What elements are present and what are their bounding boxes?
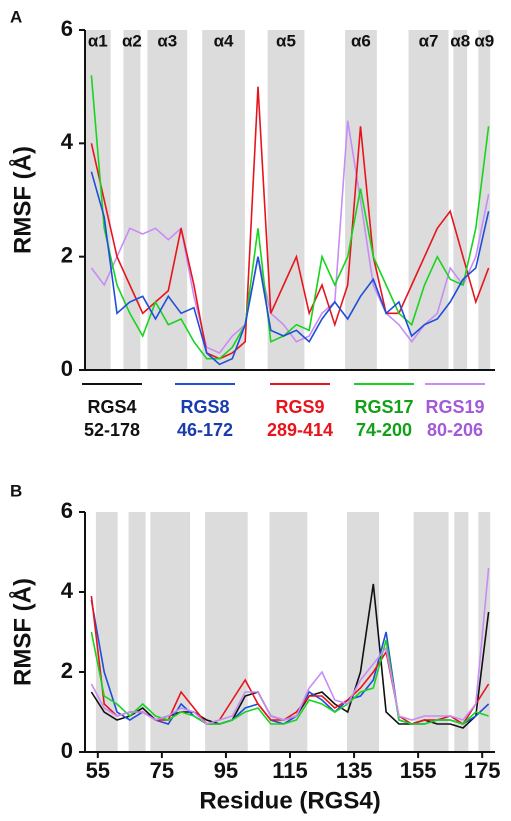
series-line bbox=[90, 171, 490, 366]
legend-range: 46-172 bbox=[177, 420, 233, 440]
legend-range: 289-414 bbox=[267, 420, 333, 440]
helix-region bbox=[202, 30, 245, 370]
legend-name: RGS8 bbox=[180, 397, 229, 417]
legend-name: RGS17 bbox=[354, 397, 413, 417]
y-tick-label: 2 bbox=[61, 242, 73, 267]
helix-region bbox=[454, 512, 469, 752]
helix-label: α4 bbox=[214, 31, 234, 50]
y-tick-label: 6 bbox=[61, 16, 73, 41]
x-tick-label: 135 bbox=[336, 758, 373, 783]
y-tick-label: 2 bbox=[61, 658, 73, 683]
x-tick-label: 75 bbox=[150, 758, 174, 783]
helix-label: α1 bbox=[88, 31, 108, 50]
legend-name: RGS19 bbox=[425, 397, 484, 417]
panel-letter: A bbox=[10, 7, 22, 26]
helix-region bbox=[128, 512, 146, 752]
helix-region bbox=[408, 30, 449, 370]
x-axis-label: Residue (RGS4) bbox=[199, 787, 380, 814]
helix-region bbox=[347, 512, 380, 752]
helix-region bbox=[267, 30, 305, 370]
y-tick-label: 6 bbox=[61, 498, 73, 523]
helix-label: α8 bbox=[450, 31, 470, 50]
series-line bbox=[90, 86, 490, 360]
x-tick-label: 95 bbox=[214, 758, 238, 783]
helix-label: α5 bbox=[276, 31, 296, 50]
helix-region bbox=[85, 30, 111, 370]
y-tick-label: 0 bbox=[61, 356, 73, 381]
helix-region bbox=[269, 512, 308, 752]
y-axis-label: RMSF (Å) bbox=[8, 146, 36, 254]
x-tick-label: 155 bbox=[400, 758, 437, 783]
x-tick-label: 55 bbox=[86, 758, 110, 783]
helix-region bbox=[123, 30, 141, 370]
helix-label: α3 bbox=[157, 31, 177, 50]
helix-label: α7 bbox=[419, 31, 439, 50]
series-line bbox=[90, 567, 490, 725]
y-axis-label: RMSF (Å) bbox=[8, 578, 36, 686]
y-tick-label: 4 bbox=[61, 129, 74, 154]
helix-region bbox=[453, 30, 468, 370]
series-line bbox=[90, 75, 490, 360]
legend-range: 80-206 bbox=[427, 420, 483, 440]
legend-range: 74-200 bbox=[356, 420, 412, 440]
helix-region bbox=[478, 30, 491, 370]
helix-label: α6 bbox=[351, 31, 371, 50]
helix-region bbox=[478, 512, 491, 752]
y-tick-label: 4 bbox=[61, 578, 74, 603]
helix-region bbox=[205, 512, 248, 752]
series-line bbox=[90, 631, 489, 725]
helix-region bbox=[413, 512, 449, 752]
y-tick-label: 0 bbox=[61, 738, 73, 763]
helix-label: α2 bbox=[122, 31, 142, 50]
x-tick-label: 175 bbox=[464, 758, 501, 783]
helix-region bbox=[95, 512, 118, 752]
legend-range: 52-178 bbox=[84, 420, 140, 440]
helix-label: α9 bbox=[474, 31, 494, 50]
legend-name: RGS4 bbox=[87, 397, 136, 417]
legend-name: RGS9 bbox=[275, 397, 324, 417]
panel-letter: B bbox=[10, 481, 22, 500]
x-tick-label: 115 bbox=[272, 758, 308, 783]
